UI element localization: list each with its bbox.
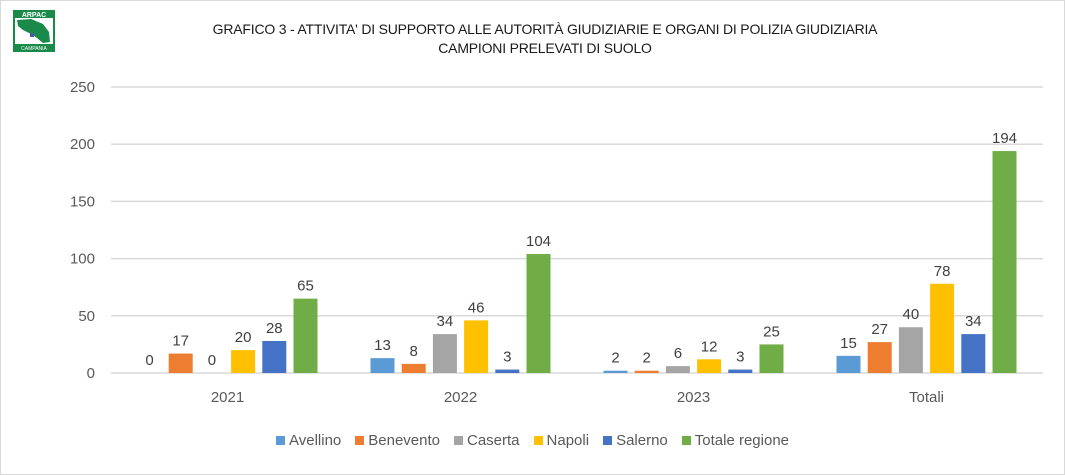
bars: [168, 151, 1017, 373]
legend-item: Avellino: [276, 432, 341, 449]
y-tick-label: 100: [70, 251, 95, 268]
legend-item: Totale regione: [681, 432, 789, 449]
data-label: 27: [871, 321, 888, 338]
bar-salerno-2023: [728, 369, 753, 373]
data-label: 65: [297, 278, 314, 295]
bar-napoli-2021: [231, 350, 256, 373]
bar-avellino-2023: [603, 370, 628, 373]
data-label: 46: [468, 299, 485, 316]
bar-caserta-totali: [898, 327, 923, 373]
data-label: 0: [145, 352, 153, 369]
bar-benevento-2023: [634, 370, 659, 373]
bar-benevento-2022: [401, 363, 426, 373]
y-tick-label: 150: [70, 193, 95, 210]
bar-totale-regione-2021: [293, 298, 318, 373]
legend-swatch: [603, 436, 613, 445]
x-tick-label: 2022: [444, 389, 477, 406]
legend-swatch: [355, 436, 365, 445]
logo-text-bottom: CAMPANIA: [21, 46, 47, 52]
legend-label: Totale regione: [694, 432, 789, 449]
bar-totale-regione-2023: [759, 344, 784, 373]
data-label: 6: [674, 345, 682, 362]
data-label: 8: [410, 343, 418, 360]
legend-label: Benevento: [368, 432, 440, 449]
legend-label: Avellino: [289, 432, 342, 449]
legend-label: Napoli: [546, 432, 590, 449]
x-tick-label: 2023: [677, 389, 710, 406]
legend-label: Caserta: [467, 432, 520, 449]
bar-totale-regione-2022: [526, 254, 551, 373]
data-label: 2: [643, 350, 651, 367]
legend-item: Napoli: [533, 432, 590, 449]
chart-title-line-2: CAMPIONI PRELEVATI DI SUOLO: [438, 40, 652, 56]
logo-text-top: ARPAC: [22, 12, 46, 19]
data-label: 40: [903, 306, 920, 323]
bar-benevento-2021: [168, 353, 193, 373]
data-label: 78: [934, 263, 951, 280]
data-label: 13: [374, 337, 391, 354]
y-tick-label: 200: [70, 136, 95, 153]
data-label: 25: [763, 323, 780, 340]
legend-swatch: [276, 436, 285, 445]
bar-salerno-2022: [495, 369, 520, 373]
bar-caserta-2023: [665, 366, 690, 373]
data-label: 2: [611, 350, 619, 367]
data-label: 34: [437, 313, 454, 330]
bar-salerno-2021: [262, 340, 287, 373]
legend-item: Salerno: [603, 432, 668, 449]
legend-swatch: [454, 436, 463, 445]
y-tick-label: 250: [70, 79, 95, 96]
legend: Avellino Benevento Caserta Napoli Salerno Tot…: [0, 432, 1065, 449]
bar-avellino-totali: [836, 355, 861, 373]
bar-benevento-totali: [867, 342, 892, 373]
x-tick-label: 2021: [211, 389, 244, 406]
bar-napoli-2022: [464, 320, 489, 373]
legend-swatch: [681, 436, 691, 445]
bar-avellino-2022: [370, 358, 395, 373]
data-label: 194: [992, 130, 1017, 147]
data-labels: 0 17 0 20 28 65 13 8 34 46 3 104 2 2 6 12 3 25 15 27 40 78 34 1…: [145, 130, 1017, 369]
data-label: 17: [172, 333, 189, 350]
y-axis-ticks: 0 50 100 150 200 250: [70, 79, 95, 382]
bar-totale-regione-totali: [992, 151, 1017, 373]
bar-napoli-2023: [697, 359, 722, 373]
data-label: 28: [266, 320, 283, 337]
legend-label: Salerno: [616, 432, 668, 449]
data-label: 34: [965, 313, 982, 330]
data-label: 15: [840, 335, 857, 352]
legend-item: Caserta: [454, 432, 520, 449]
data-label: 104: [526, 233, 551, 250]
y-tick-label: 50: [78, 308, 95, 325]
y-tick-label: 0: [87, 365, 95, 382]
data-label: 20: [235, 329, 252, 346]
legend-swatch: [533, 436, 543, 445]
data-label: 12: [701, 338, 718, 355]
bar-salerno-totali: [961, 334, 986, 373]
x-tick-label: Totali: [909, 389, 944, 406]
data-label: 0: [208, 352, 216, 369]
data-label: 3: [503, 349, 511, 366]
arpac-logo: ARPAC CAMPANIA: [13, 10, 55, 52]
chart-title-line-1: GRAFICO 3 - ATTIVITA' DI SUPPORTO ALLE A…: [212, 21, 878, 37]
bar-caserta-2022: [432, 334, 457, 373]
data-label: 3: [736, 349, 744, 366]
bar-napoli-totali: [930, 283, 955, 373]
x-axis-ticks: 2021 2022 2023 Totali: [211, 389, 944, 406]
legend-item: Benevento: [355, 432, 440, 449]
